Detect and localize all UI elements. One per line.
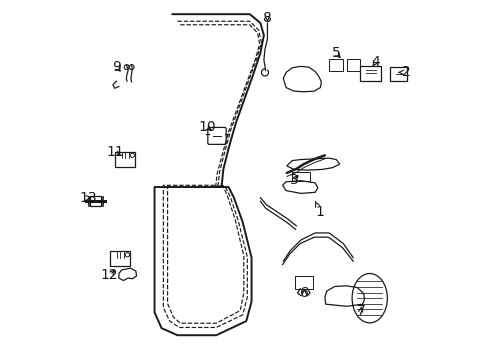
Text: 4: 4 [370,55,379,69]
Text: 9: 9 [112,60,121,74]
Bar [114,152,135,167]
Bar [294,276,312,289]
Text: 13: 13 [79,191,97,204]
Text: 11: 11 [106,145,123,159]
Bar [90,196,101,207]
Text: 10: 10 [198,120,215,134]
Bar [328,59,343,71]
Text: 8: 8 [263,11,271,25]
Bar [346,59,360,71]
Text: 1: 1 [315,202,324,219]
Text: 12: 12 [101,268,118,282]
Bar [389,67,406,81]
Text: 6: 6 [300,286,308,300]
Bar [291,171,309,181]
Text: 3: 3 [289,173,298,187]
Text: 5: 5 [331,46,340,60]
Bar [360,66,380,81]
Bar [109,251,130,266]
Text: 2: 2 [398,66,410,80]
Text: 7: 7 [356,303,365,318]
